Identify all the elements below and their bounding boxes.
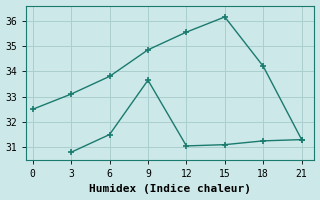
X-axis label: Humidex (Indice chaleur): Humidex (Indice chaleur) bbox=[89, 184, 252, 194]
